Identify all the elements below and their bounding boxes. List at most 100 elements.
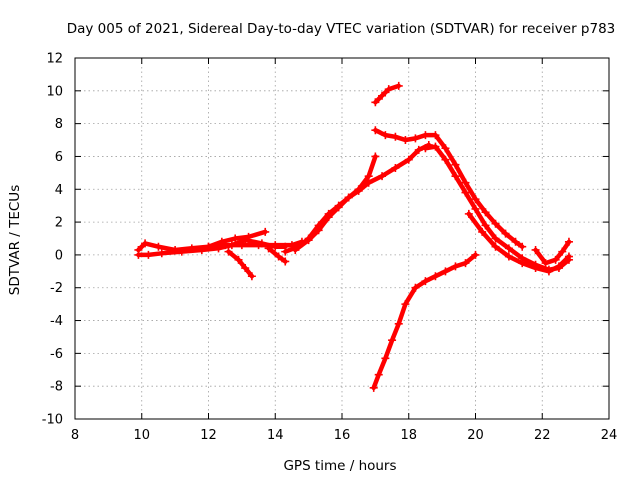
data-series (281, 152, 380, 256)
data-series (264, 244, 290, 266)
data-point (281, 247, 290, 256)
data-point (204, 242, 213, 251)
data-point (371, 152, 380, 161)
data-point (384, 85, 393, 94)
chart-title: Day 005 of 2021, Sidereal Day-to-day VTE… (67, 21, 616, 37)
x-tick-label: 12 (200, 428, 217, 443)
series-line (371, 252, 478, 391)
data-point (401, 136, 410, 145)
data-point (451, 172, 460, 181)
data-point (504, 252, 513, 261)
data-point (157, 249, 166, 258)
data-point (431, 131, 440, 140)
y-tick-label: 12 (46, 52, 63, 67)
data-point (371, 126, 380, 135)
data-series (421, 142, 573, 274)
data-point (354, 186, 363, 195)
series-line (283, 154, 378, 254)
data-point (461, 188, 470, 197)
data-point (247, 272, 256, 281)
data-point (558, 247, 567, 256)
data-series (224, 247, 256, 281)
data-point (177, 247, 186, 256)
data-point (197, 245, 206, 254)
x-tick-label: 24 (601, 428, 618, 443)
data-point (411, 134, 420, 143)
data-series (369, 250, 480, 392)
y-tick-label: 2 (55, 216, 63, 231)
data-point (227, 241, 236, 250)
data-point (214, 244, 223, 253)
y-tick-label: -4 (50, 314, 63, 329)
data-point (224, 247, 233, 256)
data-point (491, 234, 500, 243)
data-point (234, 255, 243, 264)
y-tick-label: 10 (46, 84, 63, 99)
x-tick-label: 10 (133, 428, 150, 443)
x-tick-label: 18 (400, 428, 417, 443)
x-tick-label: 16 (334, 428, 351, 443)
data-point (541, 259, 550, 268)
data-point (504, 244, 513, 253)
data-point (369, 383, 378, 392)
x-tick-label: 8 (71, 428, 79, 443)
data-point (231, 234, 240, 243)
data-point (261, 227, 270, 236)
data-point (431, 142, 440, 151)
data-point (501, 229, 510, 238)
x-tick-label: 20 (467, 428, 484, 443)
data-point (441, 267, 450, 276)
data-point (381, 131, 390, 140)
data-point (381, 354, 390, 363)
data-point (451, 160, 460, 169)
data-point (257, 239, 266, 248)
data-point (274, 252, 283, 261)
data-point (394, 319, 403, 328)
data-point (518, 242, 527, 251)
data-point (144, 250, 153, 259)
data-point (464, 209, 473, 218)
data-point (391, 163, 400, 172)
data-point (391, 132, 400, 141)
data-point (461, 178, 470, 187)
data-point (244, 232, 253, 241)
y-tick-label: -6 (50, 347, 63, 362)
data-point (388, 336, 397, 345)
series-line (226, 249, 255, 279)
data-point (544, 267, 553, 276)
data-point (344, 193, 353, 202)
data-point (304, 236, 313, 245)
data-point (404, 155, 413, 164)
data-point (264, 244, 273, 253)
x-tick-label: 14 (267, 428, 284, 443)
data-point (217, 237, 226, 246)
data-point (324, 213, 333, 222)
data-point (564, 237, 573, 246)
data-point (451, 262, 460, 271)
data-point (291, 245, 300, 254)
data-point (518, 259, 527, 268)
y-tick-label: -2 (50, 281, 63, 296)
data-point (554, 262, 563, 271)
data-point (401, 300, 410, 309)
data-series (464, 209, 573, 276)
data-point (414, 145, 423, 154)
data-point (154, 242, 163, 251)
y-tick-label: -8 (50, 380, 63, 395)
data-point (478, 227, 487, 236)
data-point (491, 242, 500, 251)
data-point (378, 91, 387, 100)
series-line (423, 144, 572, 272)
series-layer (134, 81, 573, 392)
data-point (411, 283, 420, 292)
data-point (314, 226, 323, 235)
y-tick-label: 4 (55, 183, 63, 198)
x-tick-label: 22 (534, 428, 551, 443)
data-series (291, 140, 433, 254)
grid (75, 58, 609, 419)
data-point (431, 272, 440, 281)
data-point (531, 264, 540, 273)
data-point (371, 98, 380, 107)
data-point (364, 178, 373, 187)
